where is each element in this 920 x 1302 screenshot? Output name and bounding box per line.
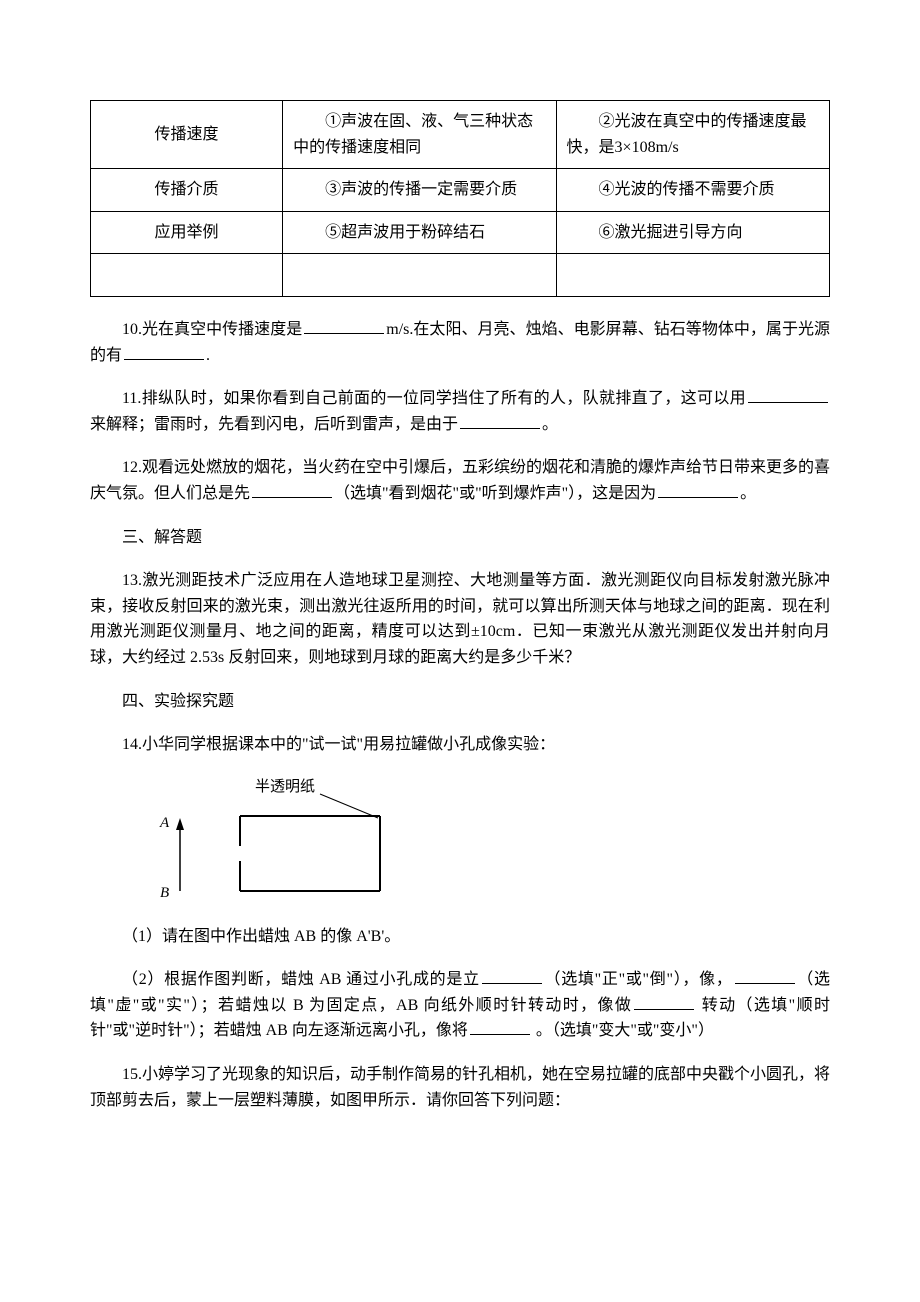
table-cell-label — [91, 254, 283, 297]
table-cell-sound: ①声波在固、液、气三种状态中的传播速度相同 — [283, 101, 556, 169]
section-4-title: 四、实验探究题 — [90, 689, 830, 715]
table-cell-label: 传播介质 — [91, 169, 283, 212]
table-cell-light: ②光波在真空中的传播速度最快，是3×108m/s — [556, 101, 829, 169]
q12-text2: （选填"看到烟花"或"听到爆炸声"），这是因为 — [334, 485, 656, 502]
label-paper: 半透明纸 — [255, 778, 315, 795]
table-cell-sound: ③声波的传播一定需要介质 — [283, 169, 556, 212]
question-14-intro: 14.小华同学根据课本中的"试一试"用易拉罐做小孔成像实验： — [90, 732, 830, 758]
q12-text3: 。 — [740, 485, 756, 502]
table-row: 应用举例 ⑤超声波用于粉碎结石 ⑥激光掘进引导方向 — [91, 211, 830, 254]
question-13: 13.激光测距技术广泛应用在人造地球卫星测控、大地测量等方面．激光测距仪向目标发… — [90, 568, 830, 670]
question-15: 15.小婷学习了光现象的知识后，动手制作简易的针孔相机，她在空易拉罐的底部中央戳… — [90, 1062, 830, 1113]
q14-2-text5: 。（选填"变大"或"变小"） — [532, 1022, 714, 1039]
pinhole-diagram: 半透明纸 A B — [150, 776, 430, 906]
section-3-title: 三、解答题 — [90, 525, 830, 551]
q14-2-text1: （2）根据作图判断，蜡烛 AB 通过小孔成的是立 — [122, 971, 480, 988]
question-11: 11.排纵队时，如果你看到自己前面的一位同学挡住了所有的人，队就排直了，这可以用… — [90, 386, 830, 437]
q14-2-text2: （选填"正"或"倒"），像， — [544, 971, 733, 988]
q12-blank2 — [658, 482, 738, 498]
q11-text2: 来解释；雷雨时，先看到闪电，后听到雷声，是由于 — [90, 416, 458, 433]
q12-blank1 — [252, 482, 332, 498]
question-14-1: （1）请在图中作出蜡烛 AB 的像 A'B'。 — [90, 924, 830, 950]
table-cell-light: ④光波的传播不需要介质 — [556, 169, 829, 212]
candle-arrowhead — [176, 818, 184, 830]
table-row: 传播速度 ①声波在固、液、气三种状态中的传播速度相同 ②光波在真空中的传播速度最… — [91, 101, 830, 169]
q11-text3: 。 — [542, 416, 558, 433]
question-12: 12.观看远处燃放的烟花，当火药在空中引爆后，五彩缤纷的烟花和清脆的爆炸声给节日… — [90, 455, 830, 506]
diagram-svg: 半透明纸 — [150, 776, 430, 906]
question-10: 10.光在真空中传播速度是m/s.在太阳、月亮、烛焰、电影屏幕、钻石等物体中，属… — [90, 317, 830, 368]
q14-2-blank4 — [470, 1019, 530, 1035]
q14-2-blank1 — [482, 968, 542, 984]
table-cell-sound: ⑤超声波用于粉碎结石 — [283, 211, 556, 254]
q14-2-blank2 — [735, 968, 795, 984]
q14-2-blank3 — [634, 994, 694, 1010]
label-a: A — [160, 811, 169, 835]
label-b: B — [160, 881, 169, 905]
table-cell-light — [556, 254, 829, 297]
q10-blank2 — [124, 344, 204, 360]
q11-blank1 — [748, 387, 828, 403]
q10-blank1 — [304, 318, 384, 334]
table-cell-label: 传播速度 — [91, 101, 283, 169]
table-cell-sound — [283, 254, 556, 297]
table-cell-light: ⑥激光掘进引导方向 — [556, 211, 829, 254]
table-row — [91, 254, 830, 297]
q11-text1: 11.排纵队时，如果你看到自己前面的一位同学挡住了所有的人，队就排直了，这可以用 — [122, 390, 746, 407]
q10-text3: . — [206, 347, 210, 364]
comparison-table: 传播速度 ①声波在固、液、气三种状态中的传播速度相同 ②光波在真空中的传播速度最… — [90, 100, 830, 297]
table-cell-label: 应用举例 — [91, 211, 283, 254]
pointer-line — [320, 794, 378, 818]
q11-blank2 — [460, 413, 540, 429]
table-row: 传播介质 ③声波的传播一定需要介质 ④光波的传播不需要介质 — [91, 169, 830, 212]
q10-text1: 10.光在真空中传播速度是 — [122, 321, 302, 338]
question-14-2: （2）根据作图判断，蜡烛 AB 通过小孔成的是立（选填"正"或"倒"），像，（选… — [90, 967, 830, 1044]
